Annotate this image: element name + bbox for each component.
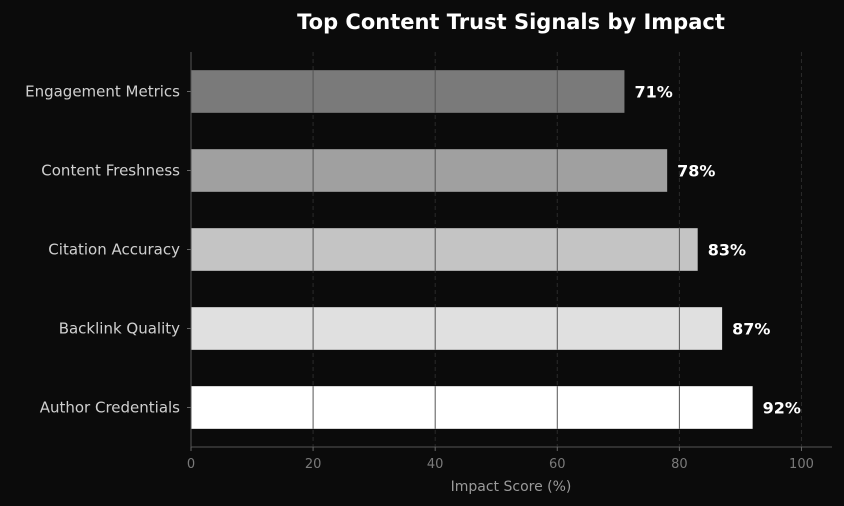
x-tick-label: 100 [789,457,814,472]
x-tick-label: 60 [549,457,566,472]
chart-title: Top Content Trust Signals by Impact [297,10,725,34]
value-label: 87% [732,320,770,339]
bar-content-freshness [191,149,668,192]
value-label: 92% [763,399,801,418]
category-label: Citation Accuracy [48,241,180,259]
x-axis-title: Impact Score (%) [451,479,572,495]
bar-citation-accuracy [191,228,698,271]
value-label: 71% [634,83,672,102]
x-tick-label: 0 [187,457,195,472]
category-label: Content Freshness [41,162,180,180]
x-tick-label: 20 [305,457,322,472]
value-label: 83% [708,241,746,260]
x-tick-label: 40 [427,457,444,472]
bars [191,70,753,429]
value-label: 78% [677,162,715,181]
bar-backlink-quality [191,307,723,350]
axes [187,52,832,451]
bar-author-credentials [191,386,753,429]
bar-engagement-metrics [191,70,625,113]
category-label: Engagement Metrics [25,83,180,101]
x-tick-label: 80 [671,457,688,472]
labels: Author Credentials 92% Backlink Quality 87%… [25,83,814,473]
bar-gridlines-overlay [312,70,680,429]
category-label: Backlink Quality [59,320,180,338]
category-label: Author Credentials [40,399,180,417]
